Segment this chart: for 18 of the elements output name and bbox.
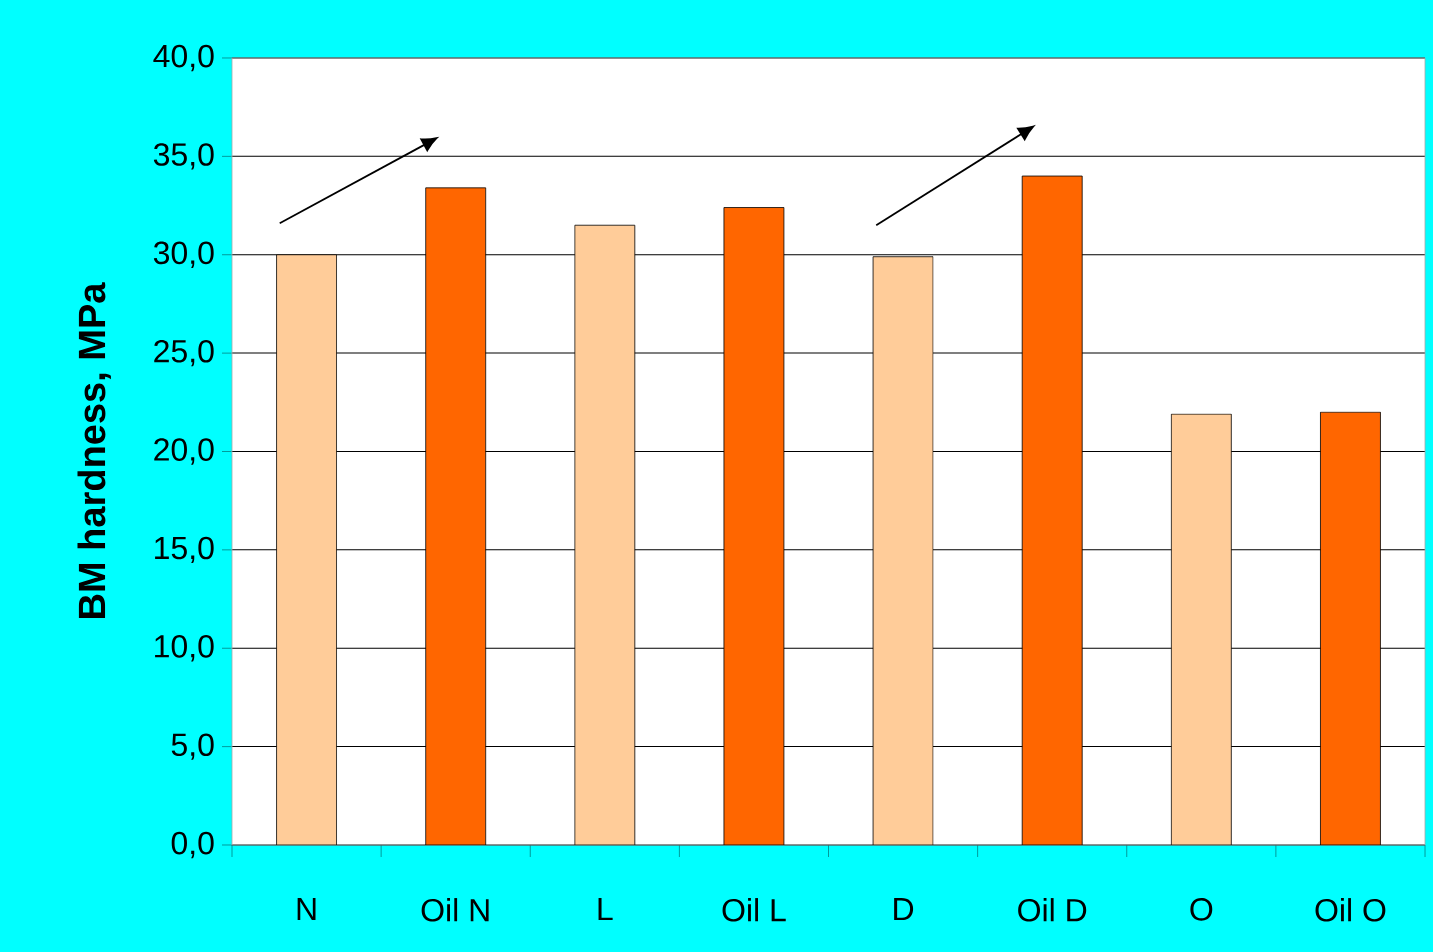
x-tick-label: Oil D [1018, 898, 1087, 922]
y-tick-label: 0,0 [171, 831, 214, 859]
y-tick-label: 5,0 [171, 733, 214, 760]
y-tick-label: 40,0 [153, 44, 214, 72]
y-tick-label: 20,0 [154, 438, 214, 465]
x-tick-label: N [297, 898, 316, 921]
y-tick-label: 15,0 [155, 536, 214, 564]
y-tick-label: 35,0 [153, 143, 214, 170]
x-tick-label: Oil O [1315, 898, 1386, 922]
y-axis-title: BM hardness, MPa [77, 282, 111, 618]
x-tick-label: Oil N [421, 898, 489, 922]
y-tick-label: 25,0 [154, 339, 214, 367]
y-tick-label: 30,0 [153, 241, 214, 268]
x-tick-label: L [598, 898, 613, 921]
x-tick-label: D [894, 898, 914, 921]
x-tick-label: O [1190, 898, 1213, 921]
y-tick-label: 10,0 [155, 635, 214, 662]
x-tick-label: Oil L [722, 898, 786, 922]
